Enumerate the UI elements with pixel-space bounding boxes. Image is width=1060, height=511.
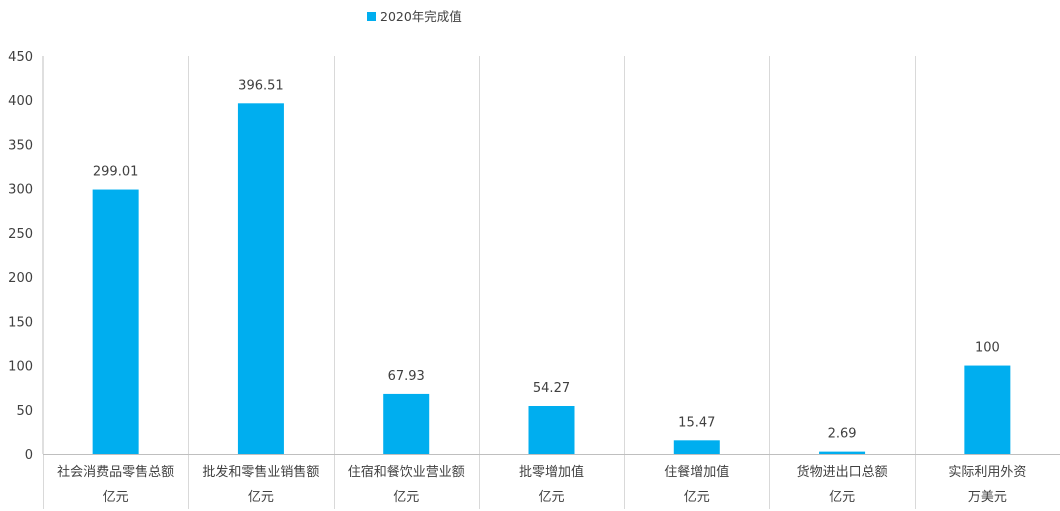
category-label: 批发和零售业销售额 bbox=[202, 464, 319, 480]
data-label: 67.93 bbox=[388, 369, 425, 384]
unit-label: 亿元 bbox=[103, 490, 129, 505]
y-tick-label: 400 bbox=[8, 94, 33, 109]
category-label: 实际利用外资 bbox=[948, 465, 1026, 480]
y-tick-label: 50 bbox=[16, 404, 33, 419]
bar bbox=[673, 440, 720, 454]
y-tick-label: 150 bbox=[8, 315, 33, 330]
category-label: 住餐增加值 bbox=[664, 464, 729, 480]
unit-label: 亿元 bbox=[248, 490, 274, 505]
bar bbox=[819, 451, 866, 454]
y-tick-label: 0 bbox=[25, 448, 33, 463]
category-label: 批零增加值 bbox=[519, 464, 584, 480]
data-label: 396.51 bbox=[238, 78, 284, 93]
y-axis: 0 50 100 150 200 250 300 350 400 450 bbox=[8, 50, 44, 463]
bars bbox=[92, 103, 1011, 455]
legend: 2020年完成值 bbox=[367, 9, 462, 24]
category-label: 住宿和餐饮业营业额 bbox=[348, 464, 465, 480]
bar bbox=[383, 393, 430, 454]
data-label: 299.01 bbox=[93, 165, 139, 180]
x-axis: 社会消费品零售总额亿元批发和零售业销售额亿元住宿和餐饮业营业额亿元批零增加值亿元… bbox=[43, 454, 1060, 505]
unit-label: 亿元 bbox=[538, 490, 564, 505]
y-tick-label: 450 bbox=[8, 50, 33, 65]
y-tick-label: 350 bbox=[8, 138, 33, 153]
category-label: 货物进出口总额 bbox=[797, 464, 888, 480]
bar bbox=[528, 406, 575, 454]
legend-swatch bbox=[367, 12, 376, 21]
unit-label: 亿元 bbox=[684, 490, 710, 505]
y-tick-label: 100 bbox=[8, 360, 33, 375]
unit-label: 万美元 bbox=[968, 490, 1007, 505]
category-label: 社会消费品零售总额 bbox=[57, 464, 174, 480]
y-tick-label: 200 bbox=[8, 271, 33, 286]
bar bbox=[92, 189, 139, 454]
unit-label: 亿元 bbox=[393, 490, 419, 505]
y-tick-label: 250 bbox=[8, 227, 33, 242]
data-label: 2.69 bbox=[828, 427, 857, 442]
unit-label: 亿元 bbox=[829, 490, 855, 505]
legend-label: 2020年完成值 bbox=[380, 9, 462, 24]
data-label: 15.47 bbox=[678, 415, 715, 430]
bar bbox=[964, 365, 1011, 454]
gridlines bbox=[43, 56, 916, 509]
data-labels: 299.01 396.51 67.93 54.27 15.47 2.69 100 bbox=[93, 78, 1000, 441]
data-label: 100 bbox=[975, 341, 1000, 356]
data-label: 54.27 bbox=[533, 381, 570, 396]
y-tick-label: 300 bbox=[8, 183, 33, 198]
bar bbox=[237, 103, 284, 455]
